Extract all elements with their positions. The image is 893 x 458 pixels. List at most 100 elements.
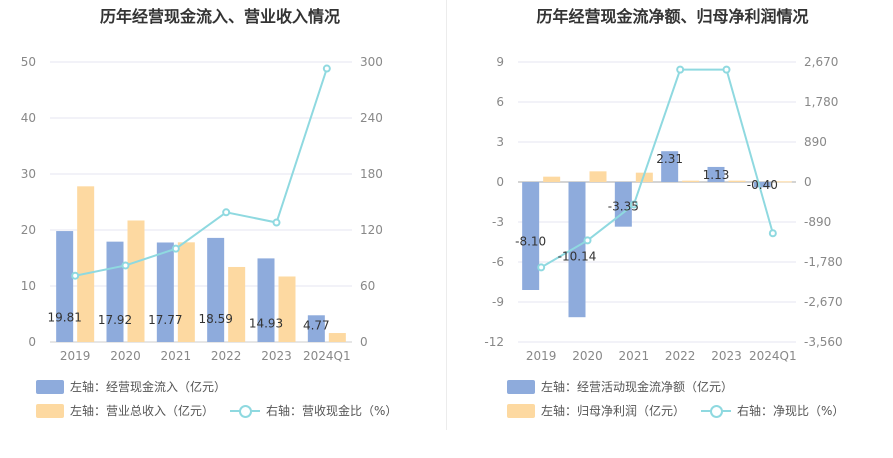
legend-row: 左轴：经营现金流入（亿元） bbox=[36, 378, 242, 395]
legend-label: 左轴：营业总收入（亿元） bbox=[70, 404, 215, 418]
line-point bbox=[768, 229, 777, 238]
legend-swatch bbox=[36, 379, 64, 394]
bar-secondary bbox=[228, 266, 246, 342]
line-point bbox=[722, 65, 731, 74]
chart-plot: 0 10 20 30 40 50 0 60 120 180 240 300 2019 2020 2021 20… bbox=[21, 55, 383, 363]
data-label: 14.93 bbox=[249, 317, 283, 331]
legend-label: 右轴：净现比（%） bbox=[737, 404, 845, 418]
legend-row: 左轴：归母净利润（亿元） 右轴：净现比（%） bbox=[507, 402, 860, 419]
y-right-tick-label: 300 bbox=[360, 55, 383, 69]
x-tick-label: 2019 bbox=[526, 349, 557, 363]
line-point bbox=[322, 64, 331, 73]
bar-primary bbox=[156, 242, 174, 342]
y-right-tick-label: 0 bbox=[360, 335, 368, 349]
chart-title: 历年经营现金流净额、归母净利润情况 bbox=[536, 7, 809, 26]
data-label: 4.77 bbox=[303, 318, 330, 332]
series-line bbox=[540, 68, 774, 269]
bar-secondary bbox=[328, 333, 346, 342]
chart-title: 历年经营现金流入、营业收入情况 bbox=[99, 7, 340, 26]
line-point bbox=[676, 65, 685, 74]
legend-line-icon bbox=[701, 404, 732, 418]
bar-primary bbox=[568, 182, 586, 318]
x-tick-label: 2024Q1 bbox=[303, 349, 351, 363]
data-label: 19.81 bbox=[47, 311, 81, 325]
chart-panel-cash-inflow: 历年经营现金流入、营业收入情况 0 10 20 30 40 50 0 60 120 180 240 3… bbox=[0, 0, 440, 430]
y-right-tick-label: -890 bbox=[804, 215, 831, 229]
data-label: 17.77 bbox=[148, 313, 182, 327]
bar-secondary bbox=[543, 176, 561, 182]
bar-secondary bbox=[127, 220, 145, 342]
chart-plot: -12 -9 -6 -3 0 3 6 9 -3,560 -2,670 -1,780 -890 0 890 1… bbox=[484, 55, 843, 363]
y-left-tick-label: 6 bbox=[496, 95, 504, 109]
legend-swatch bbox=[507, 379, 535, 394]
y-right-tick-label: 240 bbox=[360, 111, 383, 125]
y-right-tick-label: -2,670 bbox=[804, 295, 843, 309]
data-label: -3.35 bbox=[608, 200, 639, 214]
legend-row: 左轴：经营活动现金流净额（亿元） bbox=[507, 378, 749, 395]
line-point bbox=[583, 236, 592, 245]
bar-primary bbox=[307, 315, 325, 342]
bar-secondary bbox=[278, 276, 296, 342]
data-label: 17.92 bbox=[98, 313, 132, 327]
y-left-tick-label: 3 bbox=[496, 135, 504, 149]
bar-secondary bbox=[589, 171, 607, 182]
line-point bbox=[171, 244, 180, 253]
y-right-tick-label: 180 bbox=[360, 167, 383, 181]
y-left-tick-label: 50 bbox=[21, 55, 36, 69]
data-label: 1.13 bbox=[703, 168, 730, 182]
y-right-tick-label: 60 bbox=[360, 279, 375, 293]
legend-item[interactable]: 左轴：归母净利润（亿元） bbox=[507, 402, 685, 419]
x-tick-label: 2024Q1 bbox=[749, 349, 797, 363]
data-label: -10.14 bbox=[558, 249, 597, 263]
legend-swatch bbox=[507, 403, 535, 418]
bar-primary bbox=[106, 241, 124, 342]
y-left-tick-label: 20 bbox=[21, 223, 36, 237]
y-right-tick-label: 0 bbox=[804, 175, 812, 189]
bar-primary bbox=[207, 237, 225, 342]
y-left-tick-label: 30 bbox=[21, 167, 36, 181]
bar-primary bbox=[522, 182, 540, 290]
bar-secondary bbox=[177, 242, 195, 342]
x-tick-label: 2022 bbox=[211, 349, 242, 363]
chart-panel-net-cash-flow: 历年经营现金流净额、归母净利润情况 -12 -9 -6 -3 0 3 6 9 -3,560 -2,… bbox=[452, 0, 893, 430]
legend-row: 左轴：营业总收入（亿元） 右轴：营收现金比（%） bbox=[36, 402, 413, 419]
bar-secondary bbox=[77, 186, 95, 342]
series-line bbox=[74, 68, 328, 277]
x-tick-label: 2022 bbox=[665, 349, 696, 363]
y-left-tick-label: -6 bbox=[492, 255, 504, 269]
y-right-tick-label: 120 bbox=[360, 223, 383, 237]
y-right-tick-label: -1,780 bbox=[804, 255, 843, 269]
y-left-tick-label: -12 bbox=[484, 335, 504, 349]
legend-item[interactable]: 左轴：经营现金流入（亿元） bbox=[36, 378, 226, 395]
legend-line-icon bbox=[230, 404, 261, 418]
x-tick-label: 2023 bbox=[711, 349, 742, 363]
legend-item[interactable]: 左轴：营业总收入（亿元） bbox=[36, 402, 214, 419]
y-right-tick-label: 1,780 bbox=[804, 95, 838, 109]
legend-item[interactable]: 右轴：营收现金比（%） bbox=[230, 402, 397, 419]
legend-item[interactable]: 左轴：经营活动现金流净额（亿元） bbox=[507, 378, 733, 395]
legend-label: 左轴：经营活动现金流净额（亿元） bbox=[541, 380, 734, 394]
bar-secondary bbox=[682, 180, 700, 182]
data-label: 18.59 bbox=[198, 312, 232, 326]
panel-divider bbox=[446, 0, 447, 430]
line-point bbox=[121, 261, 130, 270]
line-point bbox=[629, 200, 638, 209]
x-tick-label: 2020 bbox=[110, 349, 141, 363]
y-left-tick-label: 10 bbox=[21, 279, 36, 293]
bar-secondary bbox=[774, 181, 792, 183]
y-left-tick-label: 9 bbox=[496, 55, 504, 69]
y-left-tick-label: -3 bbox=[492, 215, 504, 229]
data-label: -0.40 bbox=[747, 178, 778, 192]
y-left-tick-label: 40 bbox=[21, 111, 36, 125]
data-label: -8.10 bbox=[515, 234, 546, 248]
legend-label: 左轴：经营现金流入（亿元） bbox=[70, 380, 227, 394]
y-left-tick-label: 0 bbox=[28, 335, 36, 349]
bar-primary bbox=[707, 166, 725, 182]
bar-primary bbox=[56, 231, 74, 342]
x-tick-label: 2023 bbox=[261, 349, 292, 363]
legend-label: 左轴：归母净利润（亿元） bbox=[541, 404, 686, 418]
line-point bbox=[222, 208, 231, 217]
line-point bbox=[71, 271, 80, 280]
x-tick-label: 2021 bbox=[619, 349, 650, 363]
legend-item[interactable]: 右轴：净现比（%） bbox=[701, 402, 844, 419]
